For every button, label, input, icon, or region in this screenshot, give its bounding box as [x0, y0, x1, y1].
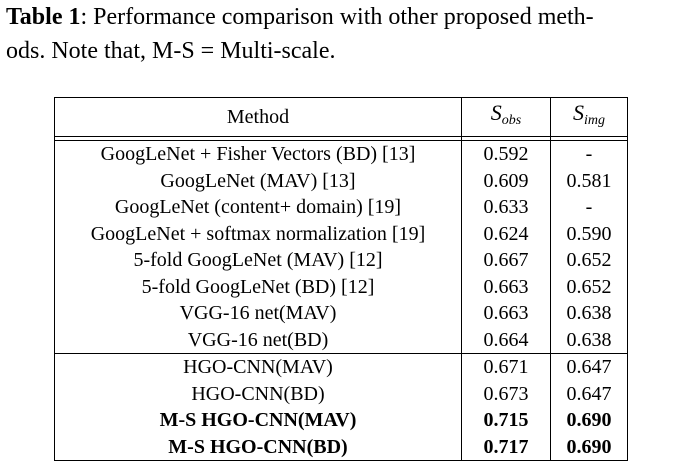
s-img-cell: 0.590	[550, 220, 628, 247]
s-obs-cell: 0.633	[461, 194, 551, 221]
method-cell: 5-fold GoogLeNet (MAV) [12]	[133, 249, 383, 271]
table-row: HGO-CNN(BD) 0.673 0.647	[55, 380, 628, 407]
caption-label: Table 1	[6, 4, 81, 30]
caption-text-line1: : Performance comparison with other prop…	[80, 4, 594, 30]
method-cell: HGO-CNN(BD)	[191, 382, 325, 405]
header-s-obs-sub: obs	[501, 113, 522, 128]
header-s-img-math: Simg	[573, 100, 605, 128]
method-cell: M-S HGO-CNN(BD)	[168, 435, 348, 458]
header-s-obs-math: Sobs	[490, 100, 522, 128]
table-row: VGG-16 net(MAV) 0.663 0.638	[55, 300, 628, 327]
s-obs-cell: 0.663	[461, 300, 551, 327]
s-obs-cell: 0.717	[461, 433, 551, 461]
header-s-img-base: S	[573, 100, 584, 125]
method-cell: 5-fold GoogLeNet (BD) [12]	[141, 275, 375, 298]
method-cell: GoogLeNet (MAV) [13]	[160, 169, 356, 192]
method-cell: GoogLeNet (content+ domain) [19]	[114, 196, 402, 218]
table-row: GoogLeNet + softmax normalization [19] 0…	[55, 220, 628, 247]
s-obs-cell: 0.592	[461, 140, 551, 168]
header-separator	[54, 136, 628, 141]
results-table-container: Method Sobs Simg GoogLeNet + Fisher Vect…	[54, 97, 628, 461]
header-s-img: Simg	[550, 97, 628, 137]
s-img-cell: -	[550, 140, 628, 168]
table-header-row: Method Sobs Simg	[54, 97, 628, 137]
s-obs-cell: 0.715	[461, 407, 551, 434]
method-cell: VGG-16 net(MAV)	[179, 302, 337, 324]
method-cell: M-S HGO-CNN(MAV)	[159, 409, 357, 431]
method-cell: GoogLeNet + softmax normalization [19]	[90, 222, 426, 245]
method-cell: HGO-CNN(MAV)	[183, 356, 333, 378]
separator-cell	[550, 136, 628, 141]
performance-comparison-table: Method Sobs Simg GoogLeNet + Fisher Vect…	[54, 97, 628, 461]
header-s-obs-base: S	[490, 100, 502, 125]
s-img-cell: 0.638	[550, 300, 628, 327]
method-cell: GoogLeNet + Fisher Vectors (BD) [13]	[100, 143, 416, 165]
table-row: M-S HGO-CNN(MAV) 0.715 0.690	[55, 407, 628, 434]
s-obs-cell: 0.671	[461, 353, 551, 381]
table-row: 5-fold GoogLeNet (MAV) [12] 0.667 0.652	[55, 247, 628, 274]
s-img-cell: 0.647	[550, 380, 628, 407]
table-row: GoogLeNet (content+ domain) [19] 0.633 -	[55, 194, 628, 221]
header-s-img-sub: img	[584, 113, 605, 128]
s-obs-cell: 0.667	[461, 247, 551, 274]
s-img-cell: 0.647	[550, 353, 628, 381]
table-row: GoogLeNet + Fisher Vectors (BD) [13] 0.5…	[55, 140, 628, 168]
table-row: VGG-16 net(BD) 0.664 0.638	[54, 326, 628, 354]
s-img-cell: 0.690	[550, 407, 628, 434]
s-img-cell: -	[550, 194, 628, 221]
table-row: 5-fold GoogLeNet (BD) [12] 0.663 0.652	[55, 273, 628, 300]
header-method: Method	[54, 97, 462, 137]
table-row: HGO-CNN(MAV) 0.671 0.647	[55, 353, 628, 381]
caption-text-line2: ods. Note that, M-S = Multi-scale.	[6, 38, 336, 64]
s-obs-cell: 0.664	[461, 326, 551, 354]
separator-cell	[461, 136, 551, 141]
s-obs-cell: 0.624	[461, 220, 551, 247]
s-img-cell: 0.652	[550, 247, 628, 274]
s-obs-cell: 0.673	[461, 380, 551, 407]
method-cell: VGG-16 net(BD)	[54, 326, 462, 354]
s-img-cell: 0.690	[550, 433, 628, 461]
s-obs-cell: 0.609	[461, 167, 551, 194]
table-caption: Table 1: Performance comparison with oth…	[6, 0, 686, 68]
s-img-cell: 0.638	[550, 326, 628, 354]
header-s-obs: Sobs	[461, 97, 551, 137]
s-obs-cell: 0.663	[461, 273, 551, 300]
s-img-cell: 0.581	[550, 167, 628, 194]
separator-cell	[54, 136, 462, 141]
table-row: GoogLeNet (MAV) [13] 0.609 0.581	[55, 167, 628, 194]
s-img-cell: 0.652	[550, 273, 628, 300]
table-row: M-S HGO-CNN(BD) 0.717 0.690	[55, 433, 628, 461]
